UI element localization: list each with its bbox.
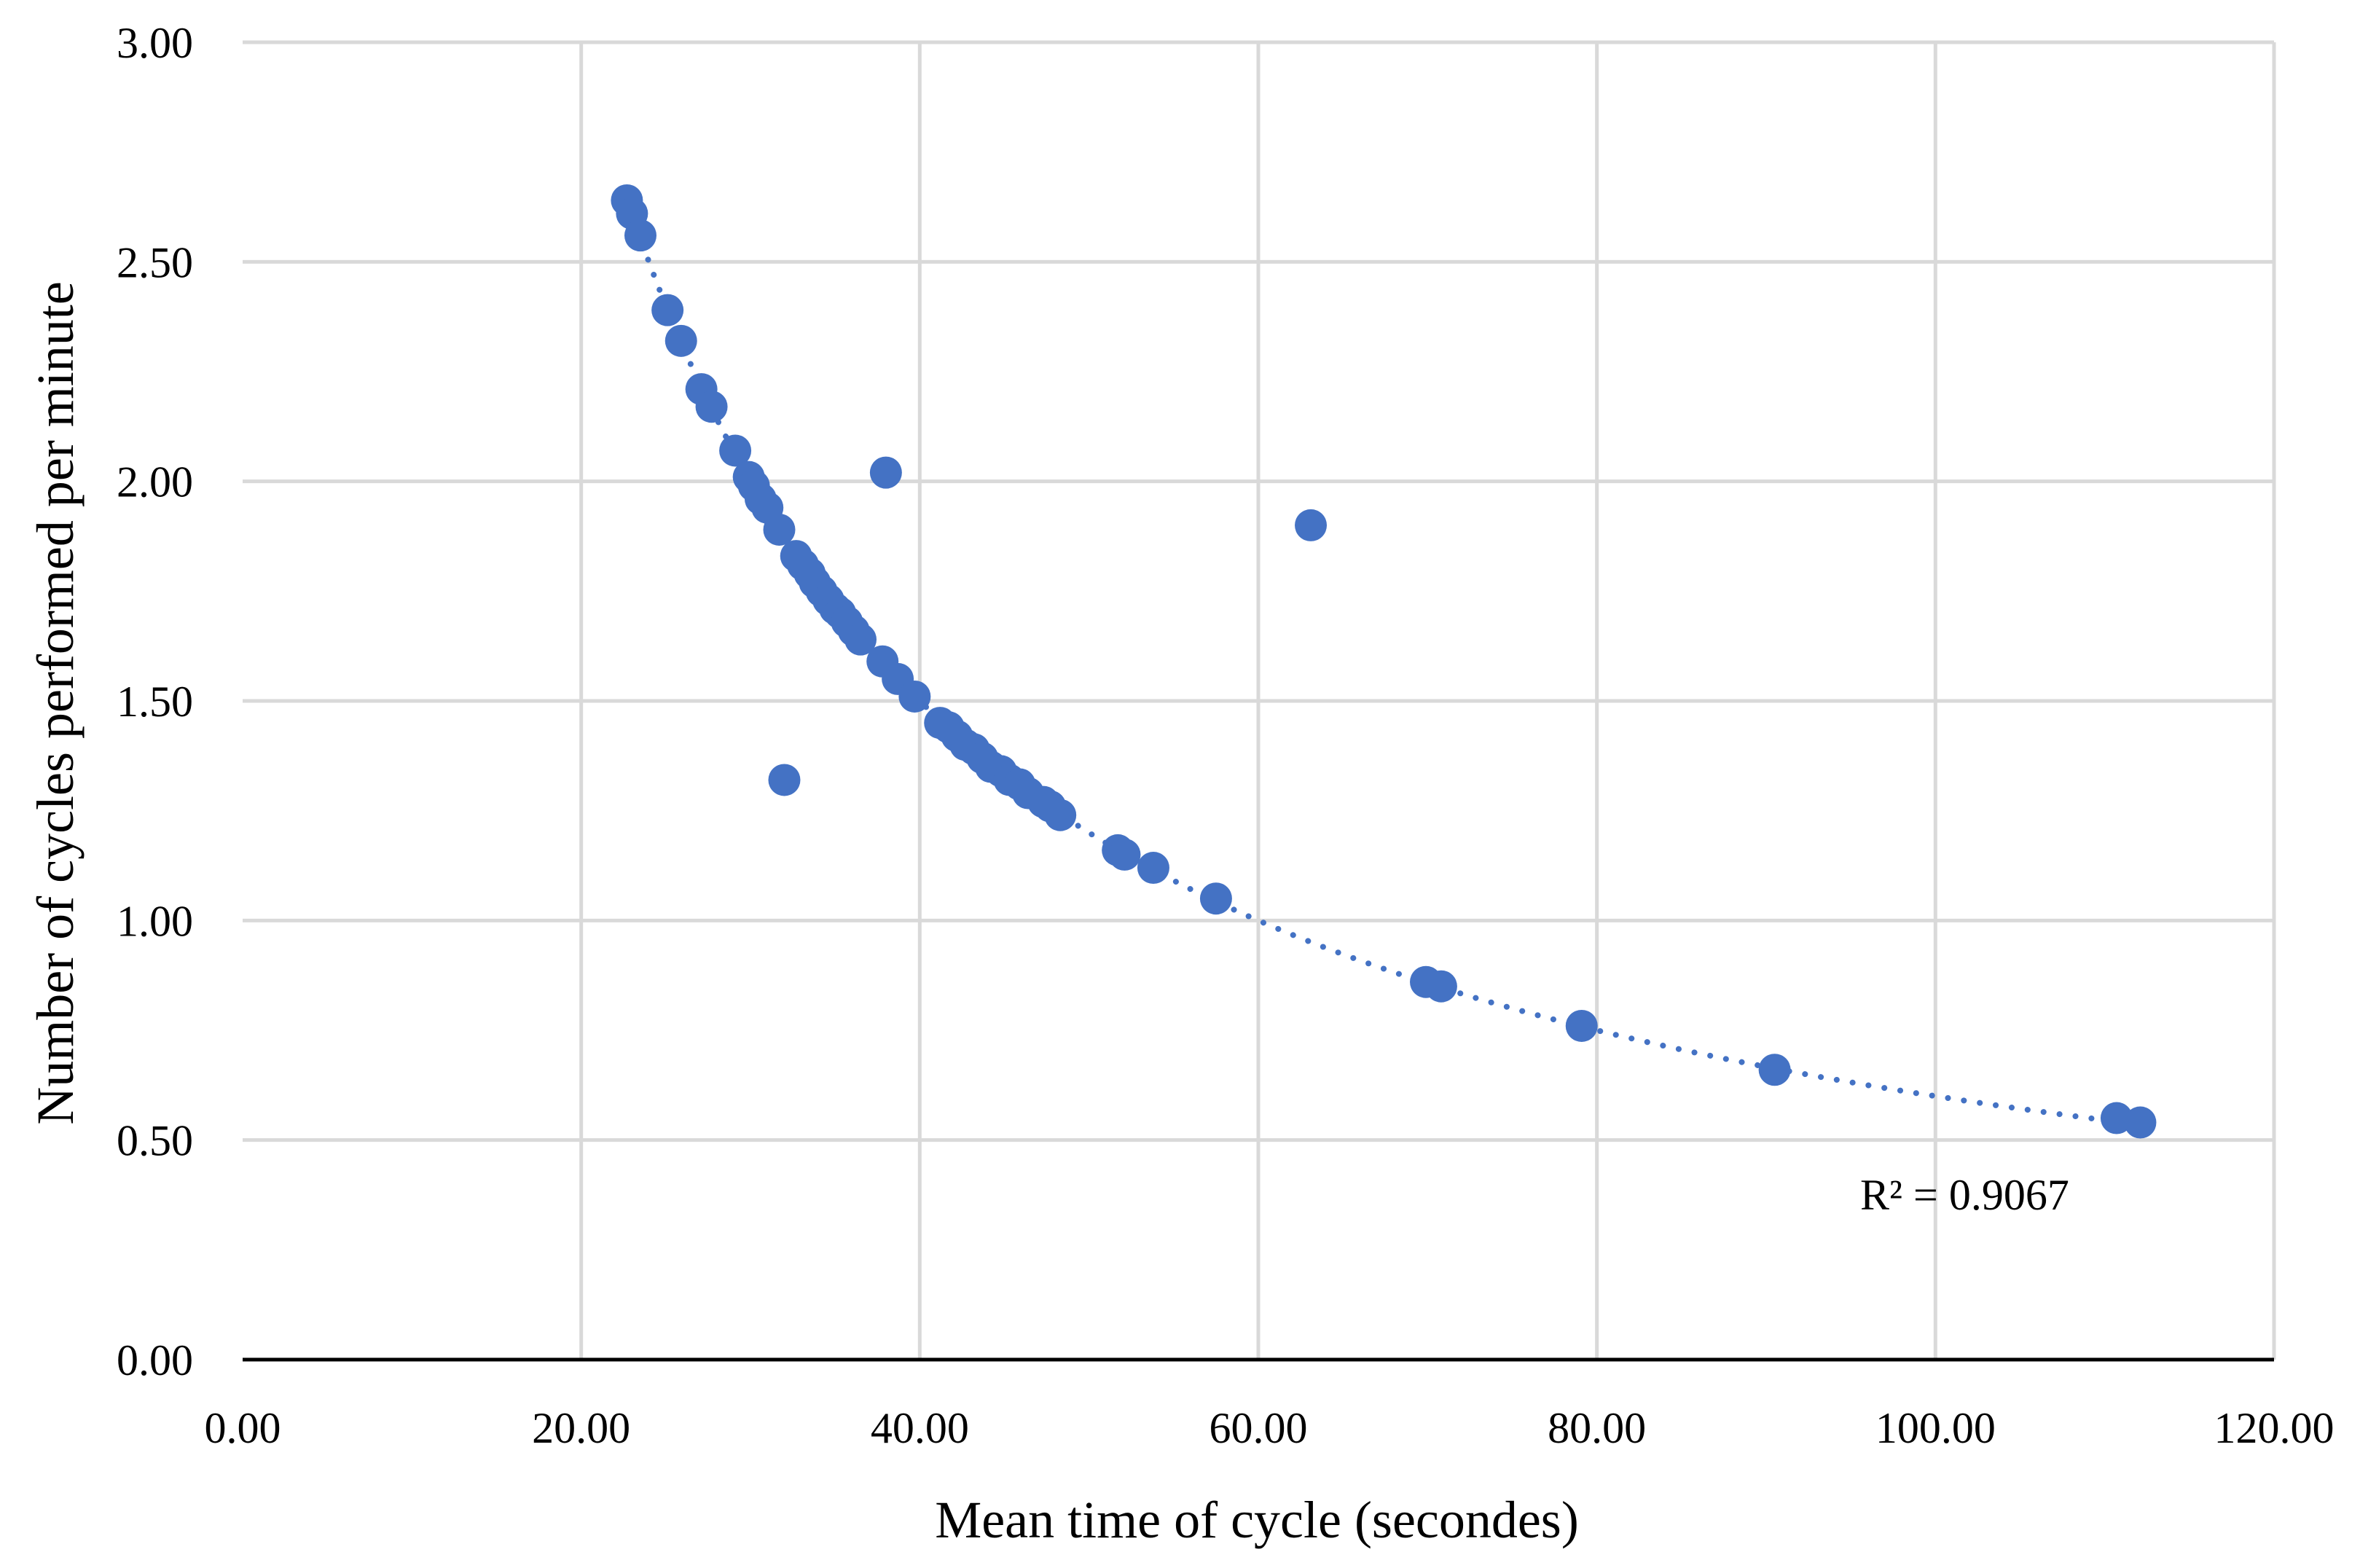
data-point <box>2124 1106 2157 1139</box>
data-point <box>2100 1102 2133 1134</box>
x-tick-label: 60.00 <box>1210 1404 1308 1452</box>
y-tick-label: 0.00 <box>117 1336 193 1384</box>
data-point <box>651 294 684 326</box>
y-tick-label: 2.50 <box>117 238 193 286</box>
data-point <box>844 623 877 656</box>
data-point <box>695 391 728 423</box>
x-tick-label: 40.00 <box>871 1404 969 1452</box>
y-tick-labels: 0.00 0.50 1.00 1.50 2.00 2.50 3.00 <box>117 19 193 1384</box>
data-point <box>1108 838 1141 871</box>
x-tick-labels: 0.00 20.00 40.00 60.00 80.00 100.00 120.00 <box>205 1404 2334 1452</box>
data-point <box>898 680 931 713</box>
x-tick-label: 80.00 <box>1548 1404 1646 1452</box>
data-point <box>719 434 752 467</box>
y-tick-label: 0.50 <box>117 1117 193 1165</box>
y-axis-title: Number of cycles performed per minute <box>26 281 85 1125</box>
y-tick-label: 1.00 <box>117 897 193 945</box>
data-point <box>1137 852 1169 885</box>
data-point <box>768 764 801 796</box>
data-points <box>611 184 2157 1139</box>
data-point <box>1199 882 1232 915</box>
data-point <box>665 324 697 357</box>
y-tick-label: 3.00 <box>117 19 193 67</box>
x-axis-title: Mean time of cycle (secondes) <box>935 1491 1579 1549</box>
data-point <box>869 456 902 489</box>
x-tick-label: 20.00 <box>532 1404 630 1452</box>
data-point <box>1758 1054 1791 1086</box>
data-point <box>1044 799 1077 831</box>
y-tick-label: 1.50 <box>117 678 193 726</box>
x-tick-label: 120.00 <box>2214 1404 2334 1452</box>
r-squared-label: R² = 0.9067 <box>1860 1171 2069 1219</box>
data-point <box>1295 509 1328 541</box>
y-tick-label: 2.00 <box>117 458 193 506</box>
x-tick-label: 0.00 <box>205 1404 281 1452</box>
data-point <box>1424 970 1457 1003</box>
data-point <box>624 219 656 252</box>
data-point <box>763 513 796 546</box>
trendline <box>629 211 2142 1128</box>
x-tick-label: 100.00 <box>1875 1404 1996 1452</box>
horizontal-gridlines <box>243 40 2274 1142</box>
data-point <box>1565 1009 1598 1042</box>
